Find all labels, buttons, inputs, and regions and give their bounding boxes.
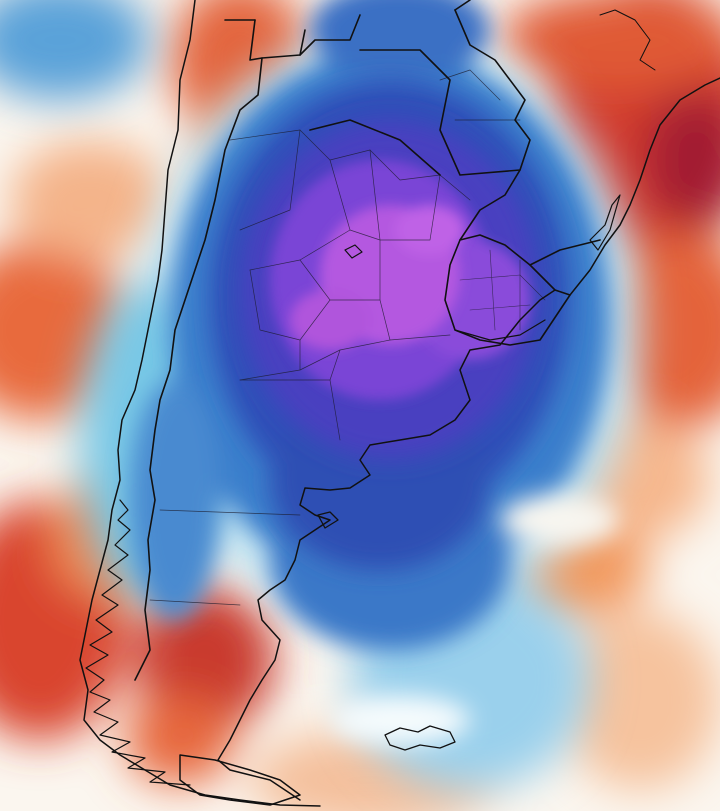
coastline-falklands (384, 725, 456, 751)
country-borders (134, 0, 601, 681)
coastline-fjords (85, 499, 191, 786)
border-brazil-north (454, 0, 471, 11)
warm-patch-brazil-core (645, 90, 720, 230)
border-argentina-brazil (459, 169, 521, 241)
coastline-tierra-del-fuego (179, 754, 301, 806)
coastline-atlantic-argentina (217, 289, 556, 801)
border-chile-argentina (134, 19, 263, 681)
uruguay-department-borders (459, 249, 546, 331)
coastline-brazil-north (599, 9, 656, 71)
cool-anomaly-areas (0, 0, 640, 790)
rio-de-la-plata (454, 319, 546, 341)
peninsula-valdes (317, 511, 339, 529)
cold-core-magenta-3 (395, 205, 465, 255)
neutral-streak-south (330, 695, 470, 745)
warm-patch-southeast (560, 610, 720, 790)
border-argentina-paraguay (309, 119, 441, 176)
border-brazil-south (529, 239, 601, 266)
cold-blue-north (310, 0, 490, 80)
coastline (79, 0, 720, 807)
cold-core-magenta-2 (290, 290, 370, 350)
coastline-pacific (79, 0, 321, 807)
neutral-streak-east (500, 495, 620, 545)
coastline-brazil (569, 77, 720, 296)
warm-patch-west-ocean-2 (10, 140, 170, 260)
cold-blue-west-patagonia (130, 380, 220, 620)
border-uruguay (444, 234, 571, 346)
lagoa-dos-patos (589, 194, 621, 251)
border-paraguay (299, 14, 361, 56)
warm-patch-patagonia-2 (125, 695, 235, 785)
boundaries (79, 0, 720, 807)
lake-mar-chiquita (344, 244, 363, 259)
border-paraguay-east (359, 9, 531, 176)
cold-north-west-ocean (0, 0, 150, 100)
warm-patch-brazil-outer (500, 0, 720, 90)
